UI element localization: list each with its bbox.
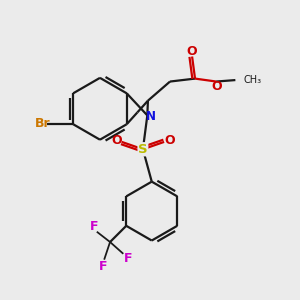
Text: F: F	[98, 260, 107, 273]
Text: N: N	[146, 110, 156, 123]
Text: CH₃: CH₃	[244, 75, 262, 85]
Text: O: O	[186, 45, 196, 58]
Text: F: F	[124, 252, 133, 265]
Text: O: O	[164, 134, 175, 147]
Text: O: O	[211, 80, 221, 93]
Text: F: F	[90, 220, 98, 233]
Text: S: S	[138, 143, 148, 156]
Text: Br: Br	[34, 117, 50, 130]
Text: O: O	[111, 134, 122, 147]
